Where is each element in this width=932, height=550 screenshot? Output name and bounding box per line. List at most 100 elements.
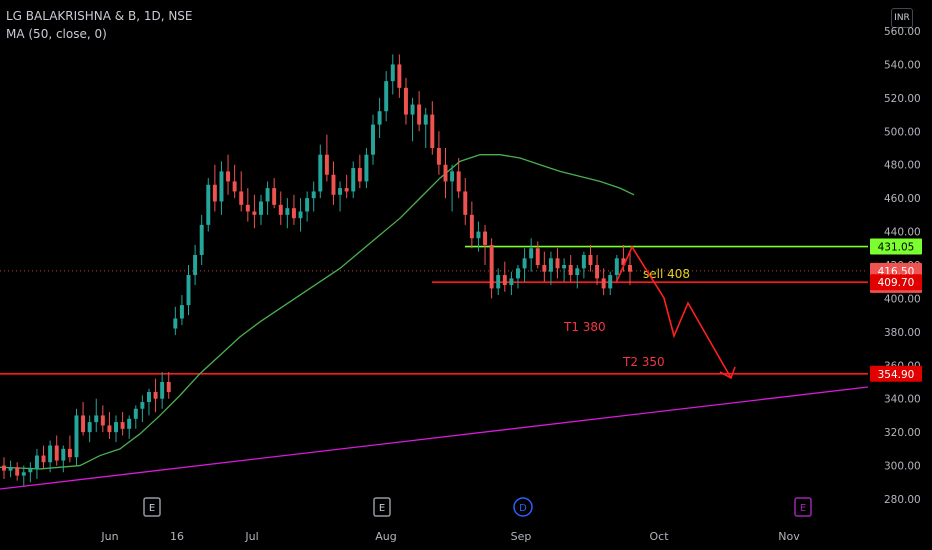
candle-body bbox=[562, 265, 567, 269]
candle-body bbox=[54, 445, 59, 461]
candle-body bbox=[535, 248, 540, 265]
candle-body bbox=[568, 265, 573, 276]
annotation-t2: T2 350 bbox=[622, 355, 665, 369]
y-tick-label: 400.00 bbox=[884, 293, 921, 305]
candle-body bbox=[259, 201, 263, 215]
candle-body bbox=[318, 154, 323, 192]
dividend-marker bbox=[513, 497, 533, 517]
candle-body bbox=[608, 275, 613, 289]
candle-body bbox=[397, 64, 402, 88]
candle-body bbox=[291, 208, 296, 219]
candle-body bbox=[430, 114, 435, 148]
candle-body bbox=[496, 275, 501, 289]
candle-body bbox=[193, 254, 198, 276]
candle-body bbox=[469, 214, 474, 239]
candle-body bbox=[410, 104, 415, 115]
y-tick-label: 500.00 bbox=[884, 126, 921, 138]
candle-body bbox=[28, 468, 33, 473]
candle-body bbox=[548, 258, 553, 272]
candle-body bbox=[489, 244, 494, 289]
level-lines bbox=[0, 245, 868, 375]
candle-body bbox=[502, 275, 507, 286]
candle-body bbox=[371, 124, 375, 155]
x-tick-label: Sep bbox=[511, 530, 532, 543]
candle-body bbox=[588, 254, 593, 265]
candle-body bbox=[575, 268, 580, 276]
candle-body bbox=[377, 111, 382, 125]
candle-body bbox=[601, 278, 606, 289]
candle-body bbox=[48, 445, 53, 463]
candle-body bbox=[450, 171, 455, 182]
candle-body bbox=[41, 455, 46, 463]
candle-body bbox=[21, 472, 26, 476]
candle-body bbox=[34, 455, 39, 469]
x-tick-label: Jul bbox=[244, 530, 258, 543]
moving-average-group bbox=[0, 154, 635, 470]
candle-body bbox=[305, 198, 310, 212]
candle-body bbox=[2, 465, 6, 471]
event-marker-label: E bbox=[149, 503, 155, 514]
candle-body bbox=[133, 408, 138, 419]
annotation-sell: sell 408 bbox=[643, 267, 690, 281]
candle-body bbox=[278, 204, 283, 215]
event-marker-label: D bbox=[519, 503, 527, 514]
candle-body bbox=[186, 275, 191, 306]
candle-body bbox=[166, 382, 171, 393]
candle-body bbox=[100, 415, 105, 426]
x-tick-label: Nov bbox=[778, 530, 800, 543]
candle-body bbox=[357, 168, 362, 182]
candle-body bbox=[15, 467, 20, 476]
candle-body bbox=[324, 154, 329, 175]
time-axis[interactable]: Jun 16 Jul Aug Sep Oct Nov bbox=[100, 530, 800, 543]
candle-body bbox=[61, 448, 66, 461]
candle-body bbox=[351, 168, 356, 192]
indicator-label[interactable]: MA (50, close, 0) bbox=[6, 27, 107, 41]
earnings-marker bbox=[373, 497, 391, 517]
moving-average-line bbox=[0, 154, 635, 470]
candle-body bbox=[529, 248, 534, 259]
candle-body bbox=[245, 204, 250, 212]
y-tick-label: 520.00 bbox=[884, 93, 921, 105]
candle-body bbox=[239, 191, 244, 205]
candle-body bbox=[114, 422, 118, 433]
candle-body bbox=[384, 81, 389, 112]
x-tick-label: Oct bbox=[649, 530, 669, 543]
candle-body bbox=[364, 154, 369, 182]
candle-body bbox=[219, 171, 224, 202]
candle-body bbox=[456, 171, 461, 192]
earnings-marker bbox=[794, 497, 812, 517]
candle-body bbox=[522, 258, 527, 269]
currency-button[interactable]: INR bbox=[891, 8, 913, 28]
y-tick-label: 540.00 bbox=[884, 59, 921, 71]
y-tick-label: 560.00 bbox=[884, 26, 921, 38]
annotation-t1: T1 380 bbox=[563, 320, 606, 334]
price-axis[interactable]: 280.00300.00320.00340.00360.00380.00400.… bbox=[870, 26, 922, 506]
y-tick-label: 440.00 bbox=[884, 227, 921, 239]
earnings-marker bbox=[143, 497, 161, 517]
candle-body bbox=[595, 265, 600, 279]
candle-body bbox=[463, 191, 468, 215]
candle-body bbox=[443, 164, 448, 182]
event-marker-label: E bbox=[800, 503, 806, 514]
candle-body bbox=[390, 64, 395, 82]
candle-body bbox=[403, 87, 408, 115]
candle-body bbox=[621, 258, 626, 265]
candle-body bbox=[423, 114, 428, 125]
candle-body bbox=[614, 258, 619, 276]
candle-body bbox=[555, 258, 560, 269]
projection-arrowhead bbox=[719, 366, 736, 380]
candle-body bbox=[417, 104, 422, 125]
candle-body bbox=[628, 265, 632, 272]
symbol-title[interactable]: LG BALAKRISHNA & B, 1D, NSE bbox=[6, 9, 193, 23]
candle-body bbox=[81, 415, 86, 433]
candle-body bbox=[146, 392, 151, 403]
x-tick-label: 16 bbox=[170, 530, 184, 543]
candle-body bbox=[179, 305, 184, 319]
event-marker-label: E bbox=[379, 503, 385, 514]
candle-body bbox=[331, 174, 336, 195]
x-tick-label: Aug bbox=[375, 530, 396, 543]
candle-body bbox=[285, 208, 290, 215]
candle-body bbox=[160, 382, 165, 399]
